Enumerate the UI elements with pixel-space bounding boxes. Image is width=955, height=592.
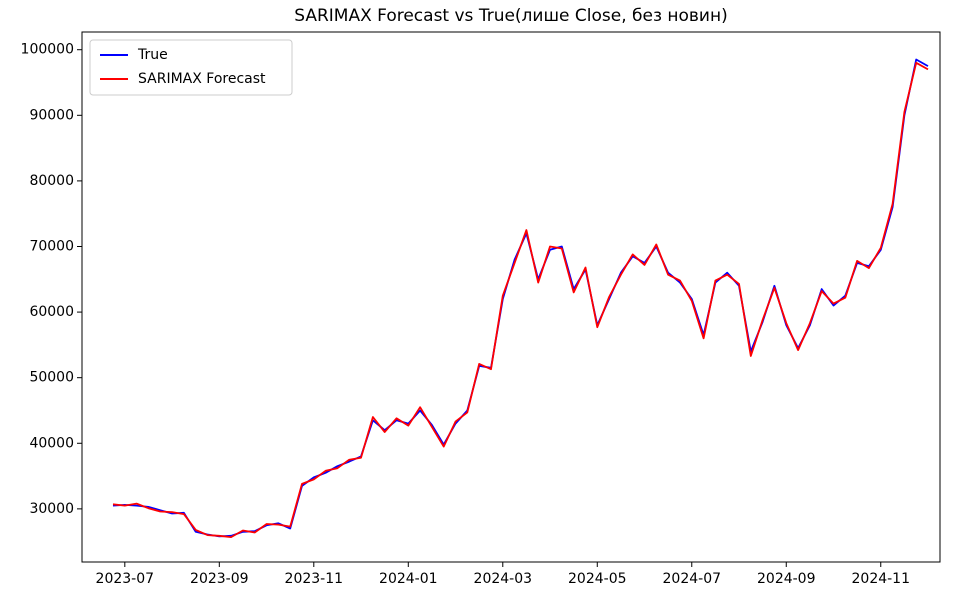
x-tick-label: 2023-09	[190, 571, 249, 587]
line-series	[112, 61, 929, 538]
legend-box	[89, 39, 293, 96]
y-tick-label: 60000	[29, 304, 74, 320]
legend-label: True	[137, 47, 168, 63]
y-tick-label: 100000	[21, 42, 74, 58]
y-tick-label: 40000	[29, 435, 74, 451]
y-tick-label: 80000	[29, 173, 74, 189]
x-tick-label: 2024-03	[474, 571, 533, 587]
y-tick-label: 90000	[29, 107, 74, 123]
y-tick-label: 50000	[29, 370, 74, 386]
y-tick-label: 30000	[29, 501, 74, 517]
plot-frame	[81, 31, 941, 563]
x-tick-label: 2024-09	[757, 571, 816, 587]
x-tick-label: 2023-11	[285, 571, 344, 587]
x-tick-label: 2024-01	[379, 571, 438, 587]
x-tick-label: 2024-05	[568, 571, 627, 587]
legend-label: SARIMAX Forecast	[138, 71, 266, 87]
chart-title: SARIMAX Forecast vs True(лише Close, без…	[294, 6, 727, 26]
x-tick-label: 2024-07	[663, 571, 722, 587]
x-tick-label: 2024-11	[852, 571, 911, 587]
x-tick-label: 2023-07	[96, 571, 155, 587]
line-series	[112, 58, 929, 538]
y-tick-label: 70000	[29, 238, 74, 254]
